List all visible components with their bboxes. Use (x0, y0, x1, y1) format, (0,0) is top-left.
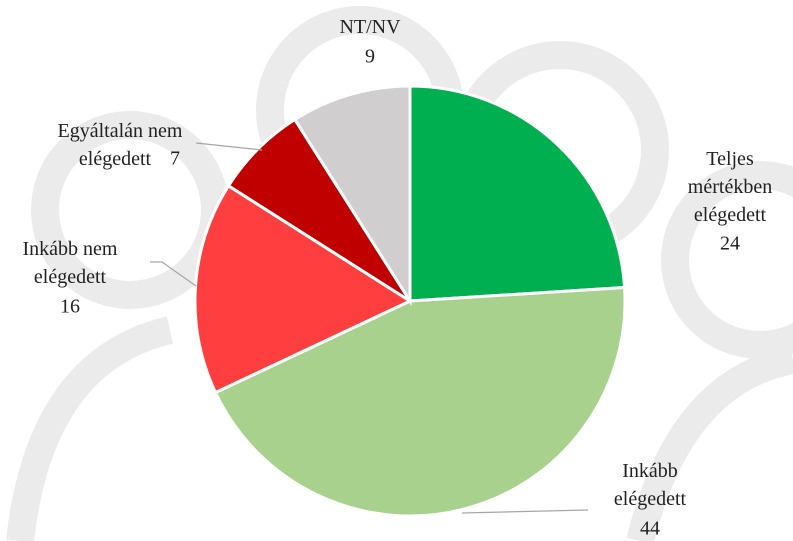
pie-slice (410, 86, 625, 301)
value-label: 7 (170, 148, 180, 170)
pie (195, 86, 625, 516)
value-label: 9 (365, 46, 375, 68)
chart: Teljesmértékbenelégedett24Inkábbelégedet… (0, 0, 793, 541)
value-label: 24 (720, 233, 740, 255)
slice-label: NT/NV (339, 16, 401, 38)
value-label: 16 (60, 296, 80, 318)
value-label: 44 (640, 518, 660, 540)
